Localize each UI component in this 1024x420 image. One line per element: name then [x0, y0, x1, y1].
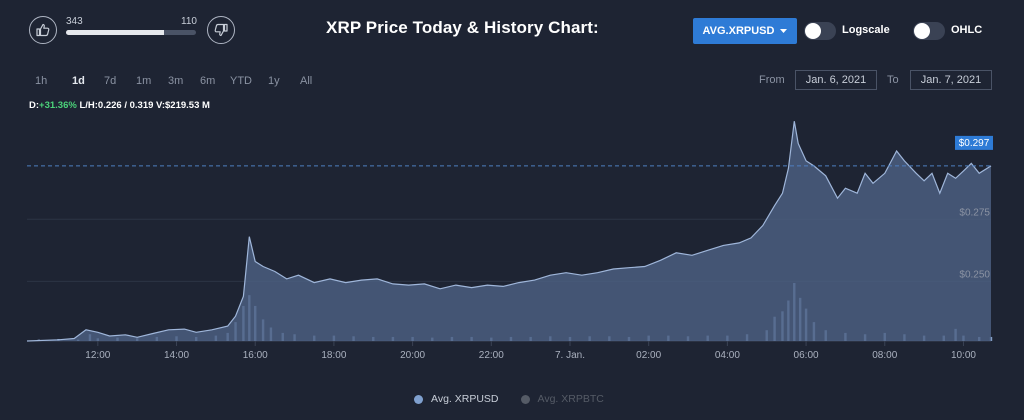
- from-label: From: [759, 74, 785, 86]
- x-tick-label: 7. Jan.: [555, 350, 585, 361]
- thumbs-up-icon: [36, 23, 50, 37]
- change-value: +31.36%: [39, 100, 77, 111]
- ohlc-toggle[interactable]: [913, 22, 945, 40]
- volume-label: V:: [156, 100, 166, 111]
- price-chart[interactable]: $0.250 $0.275 12:00 14:00 16:00 18:00 20:00 22…: [0, 0, 1024, 380]
- x-tick-label: 18:00: [321, 350, 346, 361]
- caret-down-icon: [780, 29, 788, 33]
- low-high-value: 0.226 / 0.319: [97, 100, 154, 111]
- range-button-6m[interactable]: 6m: [200, 75, 216, 87]
- price-tag-label: $0.297: [959, 138, 990, 149]
- stats-line: D:+31.36% L/H:0.226 / 0.319 V:$219.53 M: [29, 100, 210, 111]
- range-button-1y[interactable]: 1y: [268, 75, 280, 87]
- vote-ratio-fill: [66, 30, 165, 35]
- to-date-input[interactable]: Jan. 7, 2021: [910, 70, 992, 90]
- legend-dot: [520, 394, 530, 404]
- chart-title: XRP Price Today & History Chart:: [326, 18, 599, 37]
- downvote-count: 110: [181, 16, 197, 27]
- chart-legend: Avg. XRPUSD Avg. XRPBTC: [414, 393, 604, 405]
- change-label: D:: [29, 100, 40, 111]
- x-tick-label: 02:00: [636, 350, 661, 361]
- thumbs-down-icon: [214, 23, 228, 37]
- legend-item-0[interactable]: Avg. XRPUSD: [414, 393, 499, 405]
- thumbs-down-button[interactable]: [207, 16, 235, 44]
- price-area: [27, 121, 991, 341]
- pair-select-label: AVG.XRPUSD: [702, 25, 775, 37]
- x-tick-label: 20:00: [400, 350, 425, 361]
- range-button-1d[interactable]: 1d: [72, 75, 85, 87]
- low-high-label: L/H:: [79, 100, 98, 111]
- to-label: To: [887, 74, 899, 86]
- logscale-toggle[interactable]: [804, 22, 836, 40]
- range-button-all[interactable]: All: [300, 75, 313, 87]
- ohlc-label: OHLC: [951, 24, 983, 36]
- x-axis-labels: 12:00 14:00 16:00 18:00 20:00 22:00 7. Jan. 02:…: [85, 341, 976, 361]
- x-tick-label: 22:00: [479, 350, 504, 361]
- x-tick-label: 04:00: [715, 350, 740, 361]
- from-date-input[interactable]: Jan. 6, 2021: [795, 70, 877, 90]
- thumbs-up-button[interactable]: [29, 16, 57, 44]
- legend-label: Avg. XRPUSD: [431, 393, 499, 405]
- range-button-1m[interactable]: 1m: [136, 75, 152, 87]
- ohlc-toggle-knob: [914, 23, 930, 39]
- logscale-toggle-knob: [805, 23, 821, 39]
- legend-item-1[interactable]: Avg. XRPBTC: [520, 393, 604, 405]
- volume-value: $219.53 M: [165, 100, 210, 111]
- price-line: [26, 121, 992, 342]
- legend-label: Avg. XRPBTC: [537, 393, 604, 405]
- range-button-7d[interactable]: 7d: [104, 75, 117, 87]
- x-tick-label: 16:00: [243, 350, 268, 361]
- legend-dot: [414, 394, 423, 404]
- logscale-label: Logscale: [842, 24, 890, 36]
- range-button-ytd[interactable]: YTD: [230, 75, 252, 87]
- y-axis-labels: $0.250 $0.275: [959, 207, 990, 280]
- x-tick-label: 08:00: [872, 350, 897, 361]
- vote-ratio-bar: [66, 30, 196, 35]
- current-price-tag: $0.297: [955, 135, 993, 150]
- range-button-3m[interactable]: 3m: [168, 75, 184, 87]
- range-button-1h[interactable]: 1h: [35, 75, 48, 87]
- x-tick-label: 12:00: [85, 350, 110, 361]
- x-tick-label: 06:00: [794, 350, 819, 361]
- upvote-count: 343: [66, 16, 83, 27]
- x-tick-label: 14:00: [164, 350, 189, 361]
- y-tick-label: $0.250: [959, 269, 990, 280]
- pair-select-button[interactable]: AVG.XRPUSD: [693, 18, 797, 44]
- y-tick-label: $0.275: [959, 207, 990, 218]
- price-tag-box: [955, 135, 993, 150]
- x-tick-label: 10:00: [951, 350, 976, 361]
